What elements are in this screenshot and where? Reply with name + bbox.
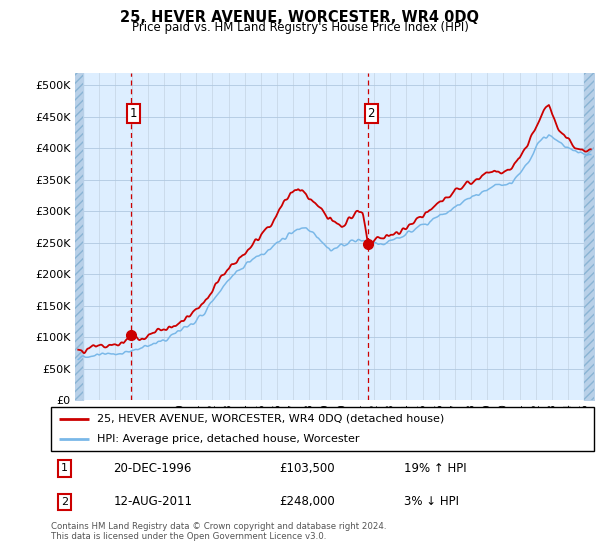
Text: 25, HEVER AVENUE, WORCESTER, WR4 0DQ: 25, HEVER AVENUE, WORCESTER, WR4 0DQ [121,10,479,25]
Text: 2: 2 [61,497,68,507]
Text: £103,500: £103,500 [279,462,335,475]
Text: 20-DEC-1996: 20-DEC-1996 [113,462,192,475]
Text: 12-AUG-2011: 12-AUG-2011 [113,496,193,508]
FancyBboxPatch shape [51,407,594,451]
Text: 2: 2 [367,108,375,120]
Text: Price paid vs. HM Land Registry's House Price Index (HPI): Price paid vs. HM Land Registry's House … [131,21,469,34]
Text: Contains HM Land Registry data © Crown copyright and database right 2024.
This d: Contains HM Land Registry data © Crown c… [51,522,386,542]
Text: 19% ↑ HPI: 19% ↑ HPI [404,462,467,475]
Text: 3% ↓ HPI: 3% ↓ HPI [404,496,459,508]
Text: HPI: Average price, detached house, Worcester: HPI: Average price, detached house, Worc… [97,434,359,444]
Text: 1: 1 [61,464,68,473]
Text: 1: 1 [130,108,137,120]
Text: 25, HEVER AVENUE, WORCESTER, WR4 0DQ (detached house): 25, HEVER AVENUE, WORCESTER, WR4 0DQ (de… [97,414,445,424]
Text: £248,000: £248,000 [279,496,335,508]
